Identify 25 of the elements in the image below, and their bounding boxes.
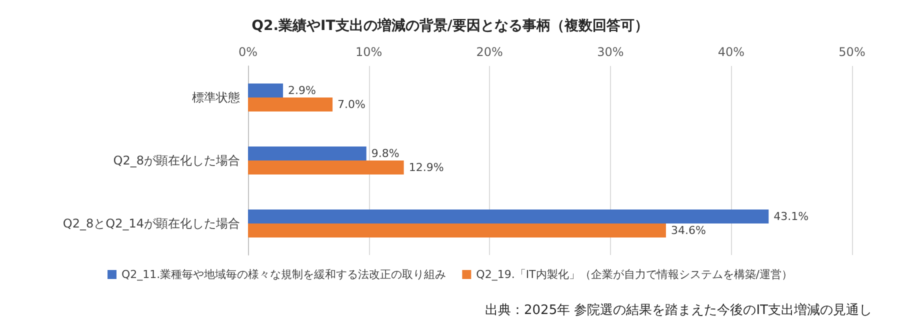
bar [248,98,333,112]
bar [248,146,366,160]
y-tick-label: 標準状態 [192,90,240,104]
bar [248,160,404,174]
legend-label: Q2_11.業種毎や地域毎の様々な規制を緩和する法改正の取り組み [122,268,446,281]
data-label: 43.1% [774,210,809,223]
bar [248,84,284,98]
source-note: 出典：2025年 参院選の結果を踏まえた今後のIT支出増減の見通し [485,302,872,318]
legend-label: Q2_19.「IT内製化」（企業が自力で情報システムを構築/運営） [476,268,792,281]
data-label: 12.9% [408,161,444,174]
x-tick-label: 20% [476,45,503,59]
data-label: 2.9% [288,84,316,97]
x-tick-label: 10% [355,45,382,59]
x-tick-label: 50% [838,45,866,59]
bar [248,224,666,238]
y-tick-label: Q2_8とQ2_14が顕在化した場合 [62,216,240,230]
x-tick-label: 30% [597,45,624,59]
x-tick-label: 40% [718,45,745,59]
data-label: 7.0% [338,98,366,111]
bar [248,210,769,224]
chart-title: Q2.業績やIT支出の増減の背景/要因となる事柄（複数回答可） [252,17,648,34]
data-label: 34.6% [670,224,706,237]
data-label: 9.8% [371,147,400,160]
y-tick-label: Q2_8が顕在化した場合 [113,154,240,168]
x-tick-label: 0% [238,45,258,59]
